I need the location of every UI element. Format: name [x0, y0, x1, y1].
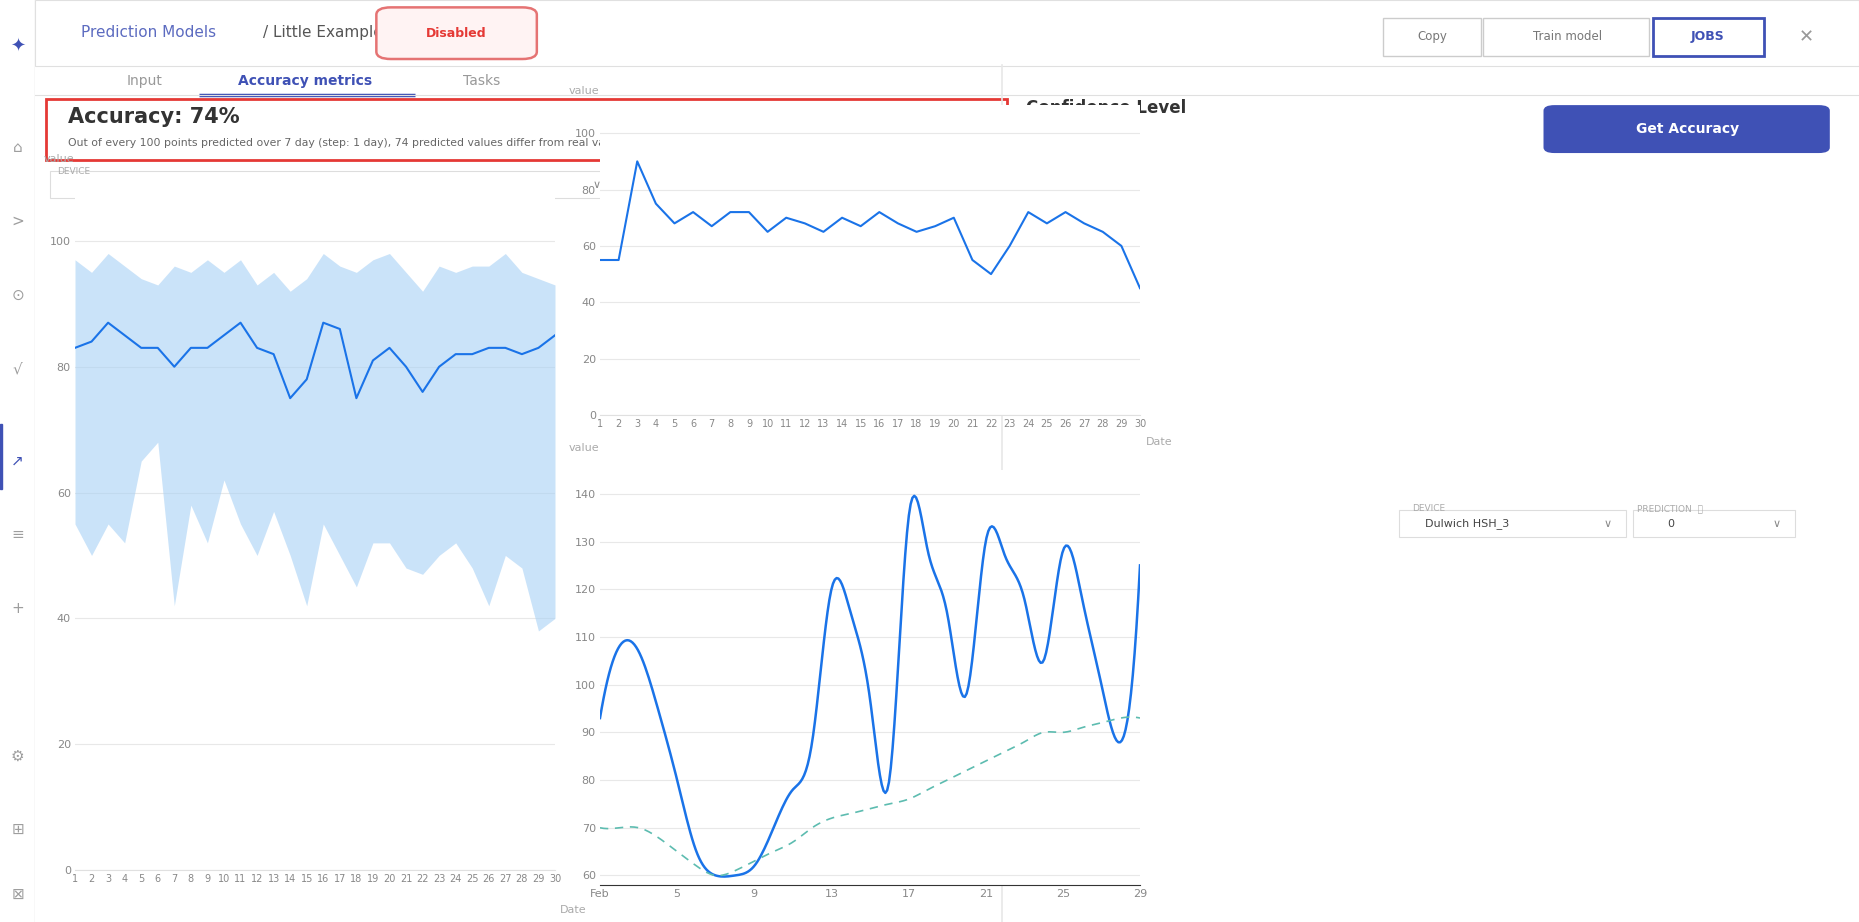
Text: Accuracy: 74%: Accuracy: 74% [69, 107, 240, 127]
Text: ⊞: ⊞ [11, 822, 24, 837]
Text: JOBS: JOBS [1690, 30, 1725, 43]
Text: √: √ [13, 361, 22, 376]
Text: Date: Date [1145, 437, 1171, 446]
Text: ∨: ∨ [593, 181, 600, 190]
Text: Date: Date [560, 904, 586, 915]
Text: value: value [569, 86, 599, 96]
Text: Out of every 100 points predicted over 7 day (step: 1 day), 74 predicted values : Out of every 100 points predicted over 7… [69, 138, 731, 148]
Text: Prediction Models: Prediction Models [82, 25, 216, 40]
FancyBboxPatch shape [1632, 510, 1796, 537]
Text: ∨: ∨ [1602, 519, 1612, 528]
Text: Copy: Copy [1417, 30, 1446, 43]
FancyBboxPatch shape [1543, 105, 1829, 153]
FancyBboxPatch shape [1383, 18, 1482, 56]
FancyBboxPatch shape [35, 0, 1859, 66]
Text: Confidence Band: Confidence Band [115, 207, 273, 225]
Text: Confidence Level: Confidence Level [1026, 99, 1186, 117]
Text: ✦: ✦ [9, 37, 26, 55]
Text: DEVICE: DEVICE [1413, 504, 1444, 514]
Text: ≡: ≡ [11, 527, 24, 542]
Text: ↗: ↗ [11, 454, 24, 468]
FancyBboxPatch shape [673, 171, 1009, 198]
Text: Dulwich HSH_3: Dulwich HSH_3 [1426, 518, 1510, 529]
FancyBboxPatch shape [1400, 510, 1625, 537]
Text: value: value [45, 154, 74, 164]
Text: +: + [11, 601, 24, 616]
FancyBboxPatch shape [50, 171, 623, 198]
Text: PREDICTION  ⓘ: PREDICTION ⓘ [1636, 504, 1703, 514]
Text: ⚙: ⚙ [11, 749, 24, 763]
Text: LEVEL DEFINITION: LEVEL DEFINITION [682, 167, 764, 176]
Text: All items: All items [108, 179, 162, 192]
Text: / Little Example: / Little Example [264, 25, 383, 40]
Text: ⊙: ⊙ [11, 288, 24, 302]
Text: Accuracy metrics: Accuracy metrics [238, 74, 372, 89]
Text: ∨: ∨ [976, 181, 983, 190]
Text: Input: Input [126, 74, 164, 89]
FancyBboxPatch shape [1483, 18, 1649, 56]
FancyBboxPatch shape [46, 99, 1008, 160]
Text: AUTO: AUTO [725, 179, 760, 192]
FancyBboxPatch shape [1653, 18, 1764, 56]
Text: ✕: ✕ [1798, 28, 1814, 46]
Text: Tasks: Tasks [463, 74, 500, 89]
Text: 0: 0 [1668, 519, 1675, 528]
Text: Disabled: Disabled [426, 27, 487, 40]
Bar [0, 424, 2, 489]
Text: ⌂: ⌂ [13, 140, 22, 155]
FancyBboxPatch shape [376, 7, 537, 59]
Text: Real Data: Real Data [1026, 514, 1115, 533]
Text: DEVICE: DEVICE [58, 167, 91, 176]
Text: Get Accuracy: Get Accuracy [1636, 122, 1740, 136]
Text: >: > [11, 214, 24, 229]
Text: Train model: Train model [1532, 30, 1602, 43]
Text: ∨: ∨ [1773, 519, 1781, 528]
Text: value: value [569, 443, 599, 454]
Text: ⊠: ⊠ [11, 887, 24, 902]
